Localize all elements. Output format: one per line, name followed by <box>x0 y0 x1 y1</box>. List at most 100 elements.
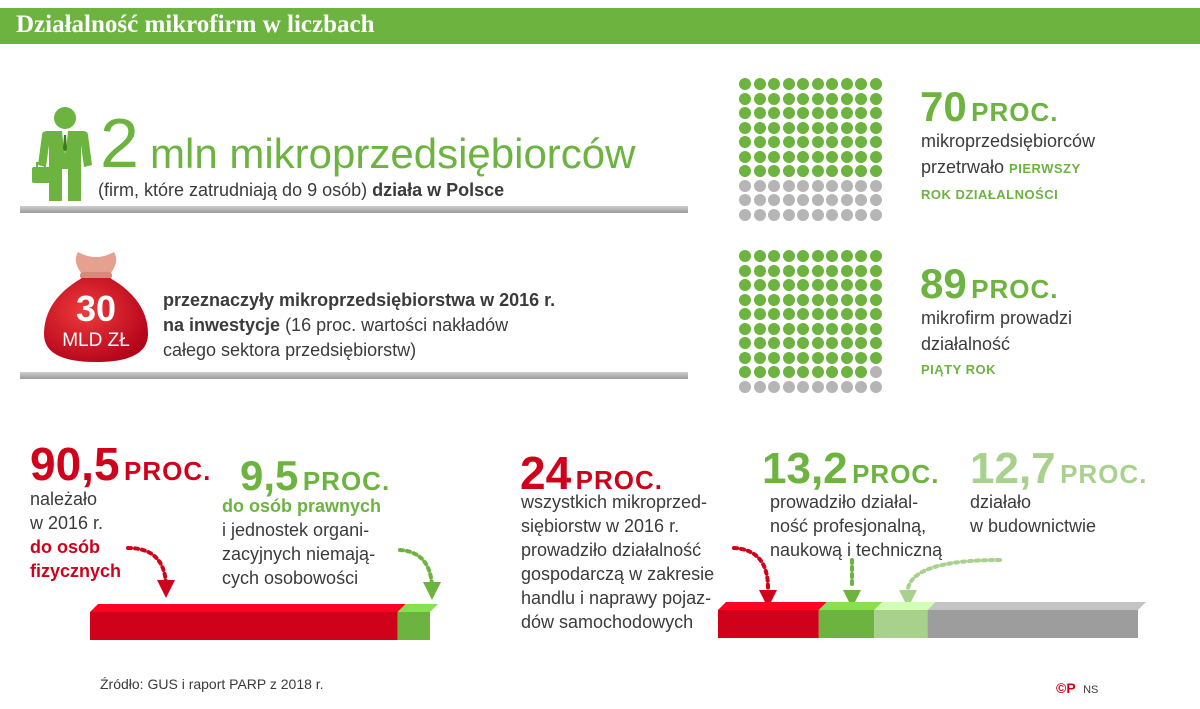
grid-dot <box>869 380 882 393</box>
ownership-bar <box>90 604 438 640</box>
grid-dot <box>855 322 867 335</box>
grid-dot <box>739 107 751 119</box>
micro-subtitle-bold: działa w Polsce <box>372 180 505 200</box>
grid-dot <box>855 293 867 306</box>
survived-line3-caps: ROK DZIAŁALNOŚCI <box>921 187 1059 202</box>
grid-dot <box>840 351 853 364</box>
grid-dot <box>869 92 882 105</box>
grid-dot <box>782 107 795 119</box>
grid-dot <box>782 322 795 335</box>
grid-dot <box>855 165 867 177</box>
grid-dot <box>826 250 838 262</box>
grid-dot <box>797 179 809 192</box>
grid-dot <box>782 293 795 306</box>
survived-line2-caps: PIERWSZY <box>1009 161 1081 176</box>
grid-dot <box>840 165 853 177</box>
grid-dot <box>811 107 824 119</box>
grid-dot <box>797 264 809 277</box>
grid-dot <box>768 179 780 192</box>
investment-text: przeznaczyły mikroprzedsiębiorstwa w 201… <box>163 288 555 363</box>
grid-dot <box>739 194 751 206</box>
grid-dot <box>768 351 780 364</box>
legal-bold-line: do osób prawnych <box>222 496 382 516</box>
grid-dot <box>811 165 824 177</box>
construction-arrow-head <box>899 590 917 608</box>
grid-dot <box>753 322 766 335</box>
grid-dot <box>797 92 809 105</box>
grid-dot <box>782 279 795 291</box>
survived-text: mikroprzedsiębiorców przetrwało PIERWSZY… <box>921 128 1095 208</box>
grid-dot <box>782 264 795 277</box>
grid-dot <box>753 380 766 393</box>
natural-segment <box>90 612 398 640</box>
grid-dot <box>768 293 780 306</box>
construction-segment-top <box>874 602 936 610</box>
grid-dot <box>782 250 795 262</box>
construction-line: w budownictwie <box>970 516 1097 536</box>
grid-dot <box>782 136 795 148</box>
grid-dot <box>811 78 824 90</box>
grid-dot <box>797 366 809 378</box>
grid-dot <box>768 279 780 291</box>
survived-line2: przetrwało <box>921 157 1010 177</box>
grid-dot <box>855 179 867 192</box>
fifth-year-line1: mikrofirm prowadzi <box>921 308 1073 328</box>
grid-dot <box>739 337 751 349</box>
natural-value: 90,5 <box>30 438 120 490</box>
grid-dot <box>869 366 882 378</box>
grid-dot <box>739 279 751 291</box>
grid-dot <box>869 150 882 163</box>
credit-initials: NS <box>1083 684 1099 696</box>
trade-line: wszystkich mikroprzed- <box>521 492 708 512</box>
grid-dot <box>811 337 824 349</box>
trade-line: siębiorstw w 2016 r. <box>521 516 680 536</box>
survived-figure: 70 PROC. <box>920 86 1059 128</box>
trade-figure: 24 PROC. <box>520 450 663 496</box>
fifth-year-value: 89 <box>920 260 967 307</box>
legal-line: zacyjnych niemają- <box>222 544 376 564</box>
grid-dot <box>739 380 751 393</box>
trade-text: wszystkich mikroprzed- siębiorstw w 2016… <box>521 490 714 634</box>
grid-dot <box>811 293 824 306</box>
grid-dot <box>869 121 882 134</box>
grid-dot <box>826 92 838 105</box>
fifth-year-figure: 89 PROC. <box>920 263 1059 305</box>
title-bar: Działalność mikrofirm w liczbach <box>0 8 1200 44</box>
grid-dot <box>855 351 867 364</box>
investment-line2-bold: na inwestycje <box>163 315 281 335</box>
grid-dot <box>753 136 766 148</box>
grid-dot <box>739 366 751 378</box>
grid-dot <box>855 264 867 277</box>
professional-line: naukową i techniczną <box>770 540 943 560</box>
grid-dot <box>840 308 853 320</box>
grid-dot <box>782 78 795 90</box>
grid-dot <box>840 264 853 277</box>
grid-dot <box>869 250 882 262</box>
natural-line: w 2016 r. <box>30 513 104 533</box>
fifth-year-proc: PROC. <box>971 274 1059 304</box>
grid-dot <box>768 194 780 206</box>
investment-line2-normal: (16 proc. wartości nakładów <box>280 315 509 335</box>
grid-dot <box>811 150 824 163</box>
grid-dot <box>855 250 867 262</box>
construction-value: 12,7 <box>970 444 1056 493</box>
page-title: Działalność mikrofirm w liczbach <box>16 11 375 38</box>
grid-dot <box>739 150 751 163</box>
grid-dot <box>797 165 809 177</box>
grid-dot <box>768 92 780 105</box>
grid-dot <box>840 78 853 90</box>
grid-dot <box>739 293 751 306</box>
legal-value: 9,5 <box>240 452 299 499</box>
natural-arrow-head <box>157 580 175 598</box>
grid-dot <box>753 279 766 291</box>
sector-bar <box>718 602 1146 638</box>
grid-dot <box>768 150 780 163</box>
grid-dot <box>855 78 867 90</box>
legal-proc: PROC. <box>302 466 391 496</box>
shelf-divider <box>20 372 688 379</box>
grid-dot <box>782 308 795 320</box>
businessman-icon <box>32 107 92 201</box>
grid-dot <box>739 121 751 134</box>
grid-dot <box>840 150 853 163</box>
grid-dot <box>840 194 853 206</box>
